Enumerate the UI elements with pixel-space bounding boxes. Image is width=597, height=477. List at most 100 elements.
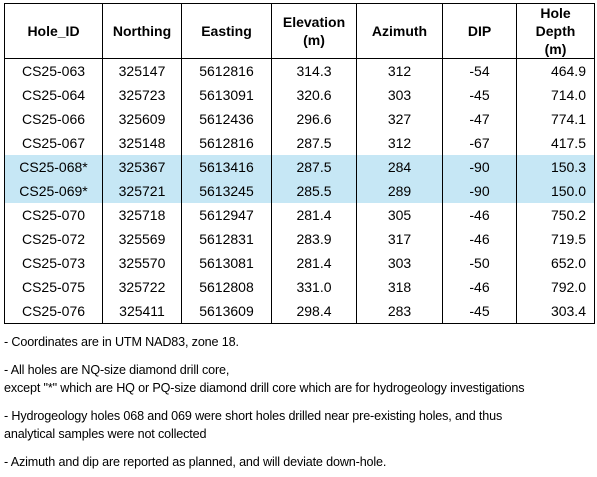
- cell-dip: -45: [442, 299, 517, 324]
- table-row: CS25-064 325723 5613091 320.6 303 -45 714.0: [4, 83, 595, 107]
- table-row: CS25-076 325411 5613609 298.4 283 -45 303.4: [4, 299, 595, 324]
- table-row: CS25-070 325718 5612947 281.4 305 -46 750.2: [4, 203, 595, 227]
- cell-azimuth: 318: [356, 275, 443, 299]
- cell-dip: -46: [442, 275, 517, 299]
- cell-hole-depth: 150.3: [516, 155, 595, 179]
- note-hydrogeology-line1: - Hydrogeology holes 068 and 069 were sh…: [4, 409, 503, 423]
- cell-dip: -90: [442, 155, 517, 179]
- table-row: CS25-073 325570 5613081 281.4 303 -50 652.0: [4, 251, 595, 275]
- table-row: CS25-072 325569 5612831 283.9 317 -46 719.5: [4, 227, 595, 251]
- cell-hole-depth: 719.5: [516, 227, 595, 251]
- cell-northing: 325570: [102, 251, 182, 275]
- table-row: CS25-069* 325721 5613245 285.5 289 -90 150.0: [4, 179, 595, 203]
- cell-hole-id: CS25-075: [4, 275, 103, 299]
- cell-dip: -54: [442, 58, 517, 83]
- table-row: CS25-066 325609 5612436 296.6 327 -47 774.1: [4, 107, 595, 131]
- cell-easting: 5612831: [181, 227, 272, 251]
- cell-azimuth: 312: [356, 131, 443, 155]
- header-northing: Northing: [102, 3, 182, 59]
- cell-easting: 5613416: [181, 155, 272, 179]
- cell-easting: 5612808: [181, 275, 272, 299]
- cell-hole-id: CS25-076: [4, 299, 103, 324]
- cell-northing: 325723: [102, 83, 182, 107]
- cell-northing: 325569: [102, 227, 182, 251]
- table-body: CS25-063 325147 5612816 314.3 312 -54 464.9 CS2…: [4, 58, 595, 324]
- cell-azimuth: 284: [356, 155, 443, 179]
- table-header-row: Hole_ID Northing Easting Elevation (m) Az…: [4, 3, 595, 59]
- cell-hole-id: CS25-064: [4, 83, 103, 107]
- cell-hole-depth: 150.0: [516, 179, 595, 203]
- cell-azimuth: 303: [356, 83, 443, 107]
- cell-elevation: 320.6: [271, 83, 357, 107]
- header-hole-id: Hole_ID: [4, 3, 103, 59]
- cell-azimuth: 327: [356, 107, 443, 131]
- cell-hole-depth: 792.0: [516, 275, 595, 299]
- table-row: CS25-075 325722 5612808 331.0 318 -46 792.0: [4, 275, 595, 299]
- cell-easting: 5613081: [181, 251, 272, 275]
- cell-azimuth: 312: [356, 58, 443, 83]
- cell-northing: 325721: [102, 179, 182, 203]
- cell-easting: 5612947: [181, 203, 272, 227]
- cell-azimuth: 305: [356, 203, 443, 227]
- cell-easting: 5612436: [181, 107, 272, 131]
- cell-elevation: 287.5: [271, 131, 357, 155]
- cell-azimuth: 317: [356, 227, 443, 251]
- cell-dip: -50: [442, 251, 517, 275]
- cell-hole-depth: 652.0: [516, 251, 595, 275]
- cell-hole-id: CS25-063: [4, 58, 103, 83]
- cell-elevation: 283.9: [271, 227, 357, 251]
- cell-northing: 325148: [102, 131, 182, 155]
- cell-northing: 325718: [102, 203, 182, 227]
- cell-dip: -90: [442, 179, 517, 203]
- drill-hole-table: Hole_ID Northing Easting Elevation (m) Az…: [4, 3, 595, 324]
- cell-elevation: 281.4: [271, 251, 357, 275]
- cell-hole-id: CS25-067: [4, 131, 103, 155]
- cell-easting: 5613609: [181, 299, 272, 324]
- table-row: CS25-067 325148 5612816 287.5 312 -67 417.5: [4, 131, 595, 155]
- note-hydrogeology-line2: analytical samples were not collected: [4, 427, 207, 441]
- cell-hole-depth: 714.0: [516, 83, 595, 107]
- note-nq-size-line2: except "*" which are HQ or PQ-size diamo…: [4, 381, 525, 395]
- cell-hole-depth: 774.1: [516, 107, 595, 131]
- cell-easting: 5612816: [181, 58, 272, 83]
- cell-hole-id: CS25-069*: [4, 179, 103, 203]
- cell-elevation: 331.0: [271, 275, 357, 299]
- cell-dip: -46: [442, 203, 517, 227]
- cell-dip: -47: [442, 107, 517, 131]
- cell-northing: 325609: [102, 107, 182, 131]
- cell-elevation: 296.6: [271, 107, 357, 131]
- cell-elevation: 298.4: [271, 299, 357, 324]
- cell-hole-depth: 464.9: [516, 58, 595, 83]
- cell-azimuth: 303: [356, 251, 443, 275]
- cell-hole-id: CS25-072: [4, 227, 103, 251]
- header-dip: DIP: [442, 3, 517, 59]
- cell-northing: 325411: [102, 299, 182, 324]
- cell-easting: 5613245: [181, 179, 272, 203]
- header-elevation: Elevation (m): [271, 3, 357, 59]
- table-row: CS25-063 325147 5612816 314.3 312 -54 464.9: [4, 58, 595, 83]
- cell-easting: 5613091: [181, 83, 272, 107]
- note-nq-size-line1: - All holes are NQ-size diamond drill co…: [4, 363, 230, 377]
- drill-hole-table-container: Hole_ID Northing Easting Elevation (m) Az…: [4, 3, 595, 324]
- cell-northing: 325722: [102, 275, 182, 299]
- footnotes: - Coordinates are in UTM NAD83, zone 18.…: [4, 329, 594, 471]
- cell-hole-depth: 417.5: [516, 131, 595, 155]
- cell-hole-id: CS25-070: [4, 203, 103, 227]
- cell-dip: -45: [442, 83, 517, 107]
- cell-hole-id: CS25-073: [4, 251, 103, 275]
- note-coordinates: - Coordinates are in UTM NAD83, zone 18.: [4, 335, 239, 349]
- cell-hole-id: CS25-068*: [4, 155, 103, 179]
- cell-dip: -67: [442, 131, 517, 155]
- cell-elevation: 281.4: [271, 203, 357, 227]
- cell-northing: 325147: [102, 58, 182, 83]
- note-azimuth-dip: - Azimuth and dip are reported as planne…: [4, 455, 387, 469]
- cell-elevation: 285.5: [271, 179, 357, 203]
- cell-hole-depth: 750.2: [516, 203, 595, 227]
- cell-azimuth: 289: [356, 179, 443, 203]
- cell-dip: -46: [442, 227, 517, 251]
- cell-northing: 325367: [102, 155, 182, 179]
- header-hole-depth: Hole Depth (m): [516, 3, 595, 59]
- cell-azimuth: 283: [356, 299, 443, 324]
- cell-easting: 5612816: [181, 131, 272, 155]
- cell-elevation: 287.5: [271, 155, 357, 179]
